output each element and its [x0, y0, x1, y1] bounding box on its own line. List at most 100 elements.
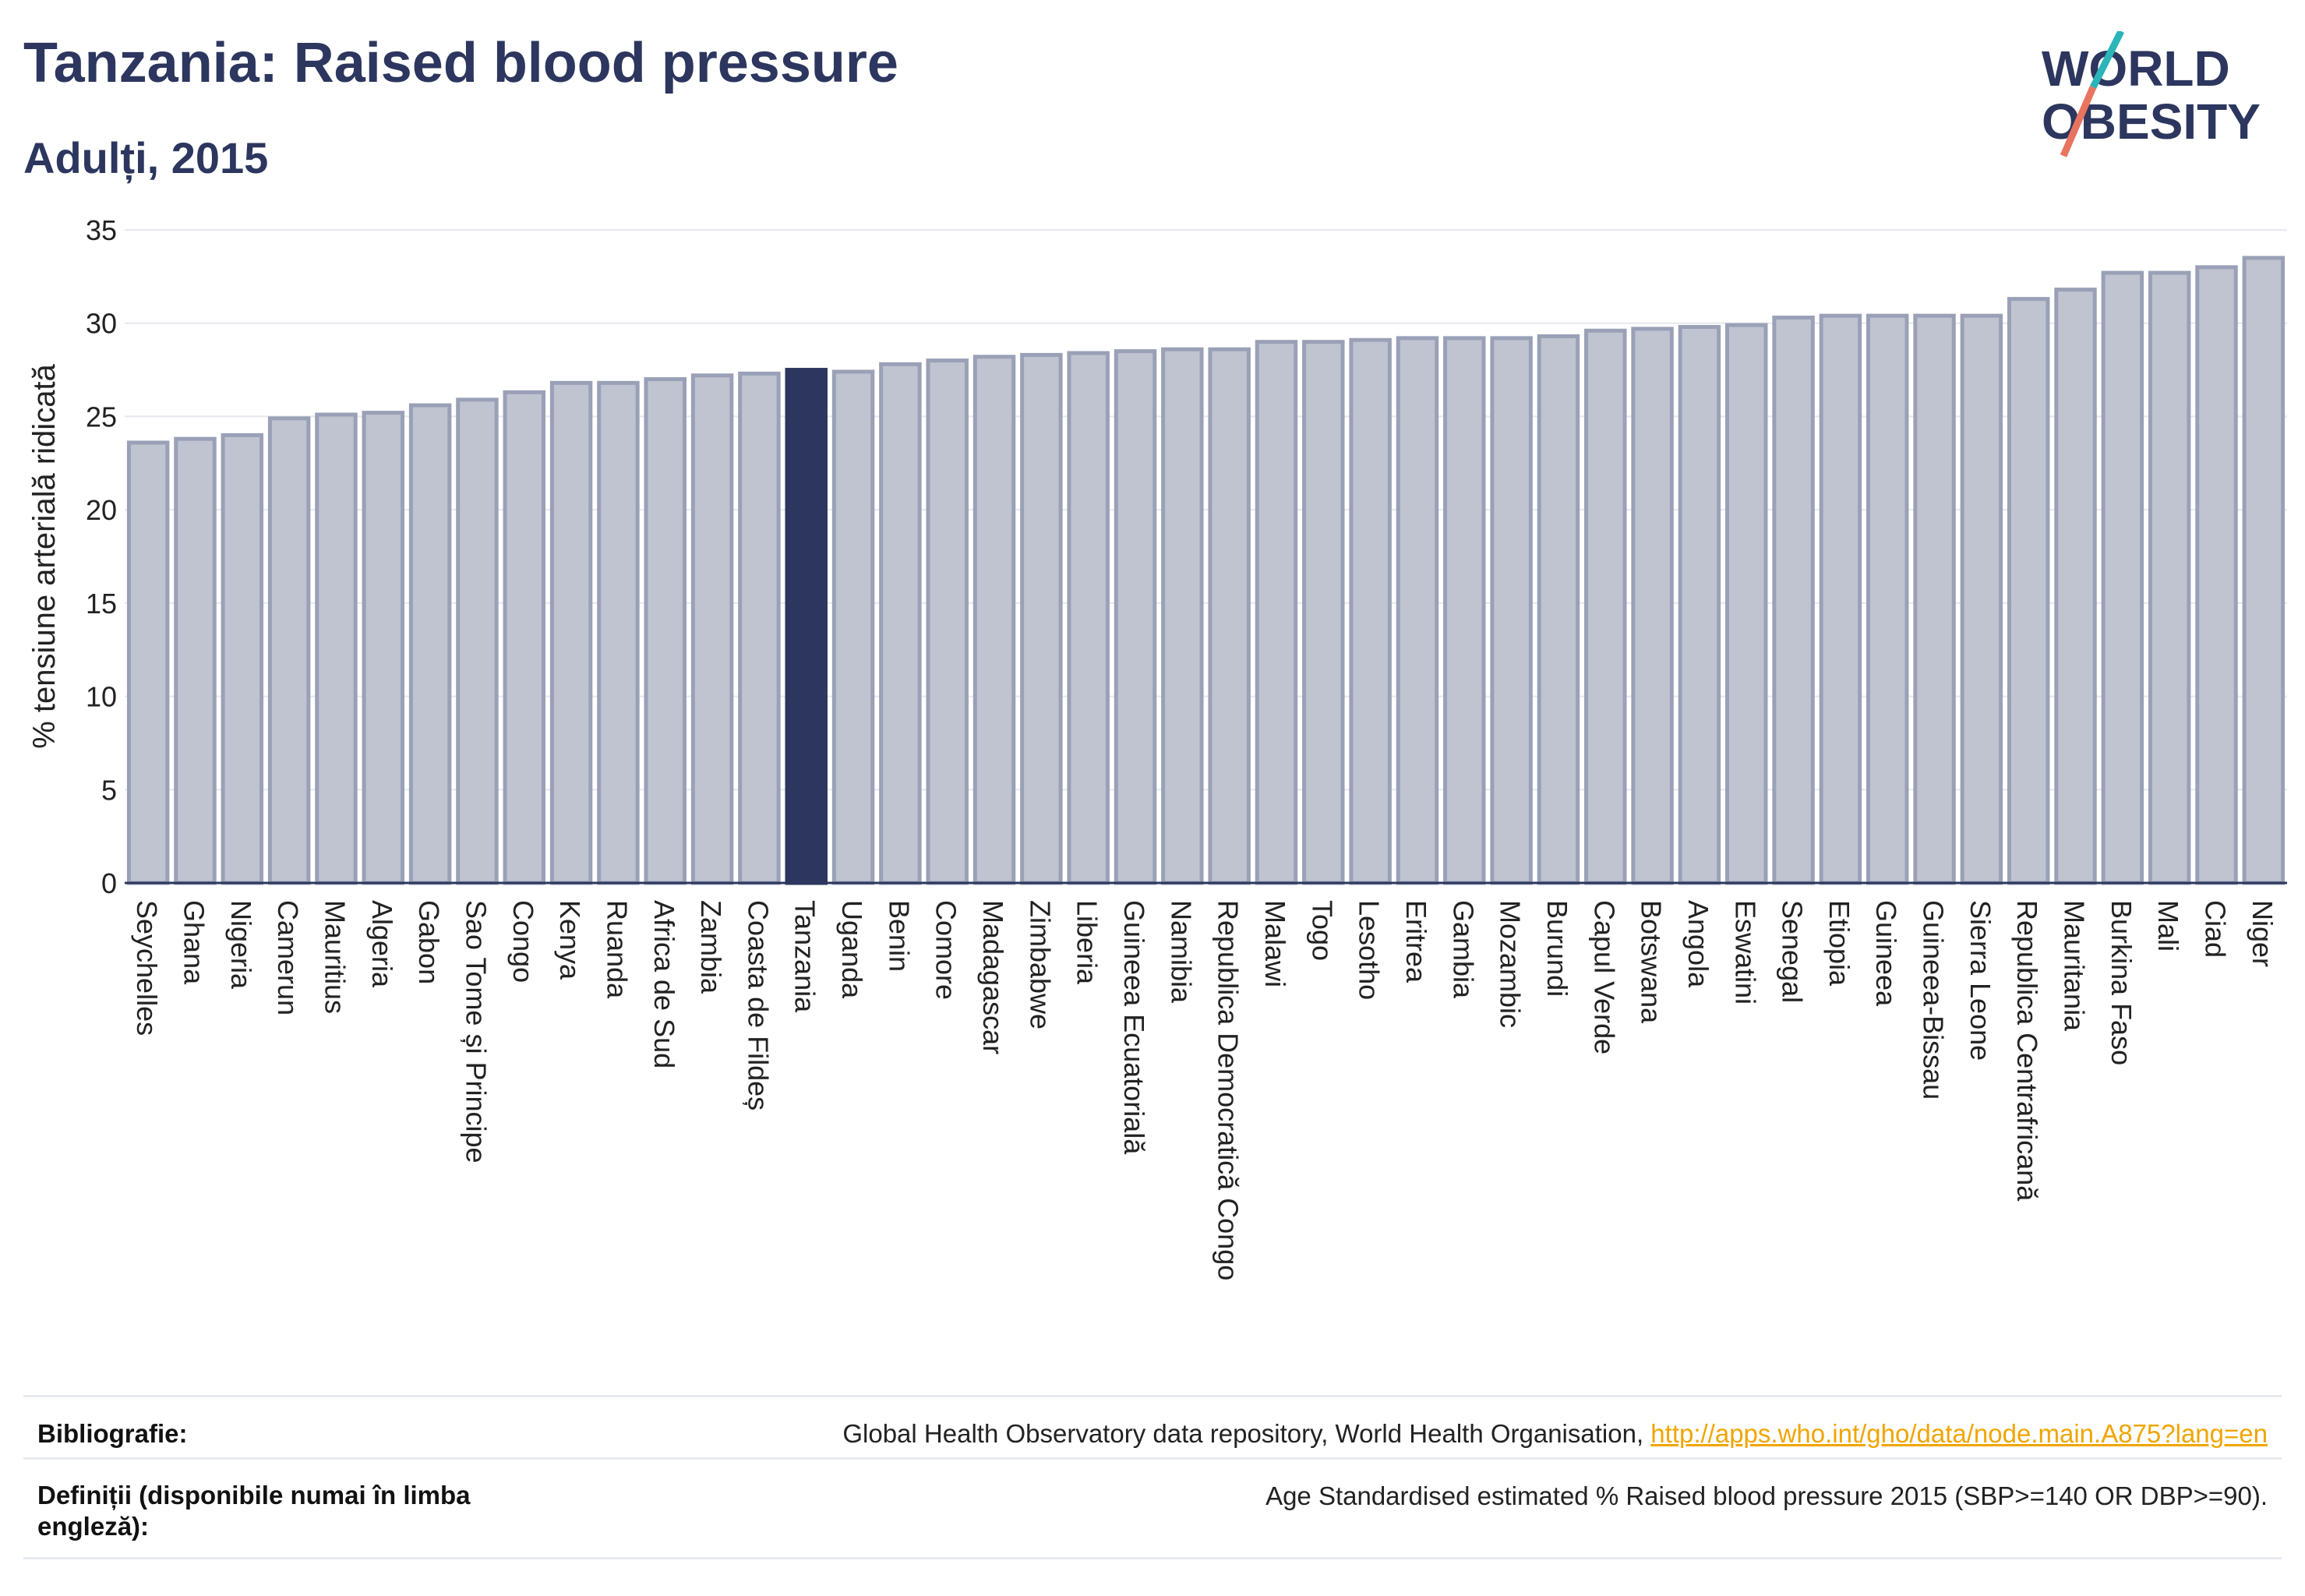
x-tick-label: Comore [930, 900, 962, 1000]
logo-line-1: WORLD [2042, 41, 2230, 97]
bar-namibia [1161, 347, 1204, 885]
bar-capul-verde [1584, 328, 1627, 885]
bibliography-row: Bibliografie: Global Health Observatory … [23, 1395, 2282, 1460]
definitions-label-line-1: Definiții (disponibile numai în limba [37, 1481, 471, 1509]
bar-senegal [1772, 316, 1815, 885]
bar-tanzania [785, 368, 828, 885]
bar-nigeria [221, 433, 264, 885]
bar-camerun [267, 416, 311, 885]
bar-niger [2242, 256, 2286, 885]
bar-guineea-ecuatorială [1114, 349, 1157, 885]
bar-sierra-leone [1960, 313, 2003, 885]
world-obesity-logo: WORLD OBESITY [2042, 31, 2261, 157]
logo-slash-coral [2060, 86, 2097, 157]
y-axis-ticks: 0 5 10 15 20 25 30 35 [86, 214, 117, 899]
bar-ciad [2195, 265, 2238, 885]
bar-benin [879, 362, 922, 885]
x-tick-label: Eritrea [1400, 900, 1432, 983]
bar-mali [2148, 270, 2191, 885]
bar-guineea-bissau [1913, 313, 1956, 885]
x-tick-label: Burkina Faso [2106, 900, 2137, 1065]
x-tick-label: Coasta de Fildeș [742, 900, 774, 1110]
x-tick-label: Camerun [272, 900, 304, 1015]
bar-burkina-faso [2101, 270, 2144, 885]
bar-congo [503, 390, 546, 885]
x-tick-label: Mali [2152, 900, 2184, 952]
bar-republica-centrafricană [2007, 297, 2050, 885]
x-tick-label: Sierra Leone [1964, 900, 1996, 1061]
x-tick-label: Republica Centrafricană [2011, 900, 2043, 1202]
x-tick-label: Gabon [413, 900, 445, 984]
bar-seychelles [126, 440, 170, 885]
bar-zimbabwe [1020, 352, 1063, 885]
bar-botswana [1631, 327, 1674, 885]
x-tick-label: Angola [1682, 900, 1714, 988]
bar-ghana [174, 436, 217, 885]
bar-coasta-de-fildeș [738, 371, 781, 885]
y-tick-label: 25 [86, 401, 117, 433]
bar-kenya [549, 380, 593, 885]
x-tick-label: Namibia [1165, 900, 1197, 1004]
x-tick-label: Kenya [554, 900, 586, 980]
y-tick-label: 5 [101, 774, 117, 806]
x-tick-label: Nigeria [225, 900, 257, 990]
y-tick-label: 35 [86, 214, 117, 246]
bar-comore [926, 358, 969, 885]
bar-lesotho [1349, 337, 1392, 885]
y-tick-label: 20 [86, 494, 117, 526]
x-tick-label: Senegal [1777, 900, 1809, 1003]
x-tick-label: Malawi [1259, 900, 1291, 987]
x-tick-label: Lesotho [1354, 900, 1385, 1000]
x-tick-label: Niger [2247, 900, 2279, 967]
page-subtitle: Adulți, 2015 [23, 133, 269, 182]
x-tick-label: Algeria [366, 900, 398, 988]
x-tick-label: Ruanda [601, 900, 633, 999]
bar-chart: 0 5 10 15 20 25 30 35 Seychelles Ghana Nigeria Cam… [27, 214, 2287, 1280]
x-tick-label: Togo [1306, 900, 1338, 961]
y-tick-label: 10 [86, 681, 117, 713]
bar-burundi [1537, 334, 1580, 885]
bibliography-link[interactable]: http://apps.who.int/gho/data/node.main.A… [1650, 1419, 2268, 1448]
x-tick-label: Burundi [1541, 900, 1573, 997]
bar-gambia [1443, 336, 1486, 885]
x-axis-ticks: Seychelles Ghana Nigeria Camerun Mauritius Al… [131, 900, 2279, 1280]
bibliography-value: Global Health Observatory data repositor… [842, 1419, 2268, 1449]
bar-eswatini [1725, 323, 1768, 885]
x-tick-label: Gambia [1447, 900, 1479, 999]
definitions-label-line-2: engleză): [37, 1512, 150, 1541]
logo-slash-teal [2089, 31, 2125, 90]
x-tick-label: Ghana [178, 900, 210, 985]
x-tick-label: Africa de Sud [648, 900, 680, 1068]
x-tick-label: Liberia [1071, 900, 1103, 985]
definitions-label: Definiții (disponibile numai în limba eng… [37, 1480, 471, 1542]
x-tick-label: Guineea Ecuatorială [1118, 900, 1150, 1155]
x-tick-label: Guineea [1870, 900, 1902, 1007]
bar-liberia [1067, 351, 1110, 885]
bar-algeria [362, 411, 405, 885]
bar-sao-tome-și-principe [456, 397, 499, 885]
page-title: Tanzania: Raised blood pressure [23, 32, 898, 94]
bar-mauritius [315, 412, 358, 885]
definitions-text: Age Standardised estimated % Raised bloo… [1265, 1481, 2268, 1510]
bar-mauritania [2054, 288, 2097, 885]
bar-guineea [1866, 313, 1909, 885]
footer: Bibliografie: Global Health Observatory … [23, 1395, 2282, 1566]
bibliography-label: Bibliografie: [37, 1419, 188, 1448]
definitions-row: Definiții (disponibile numai în limba eng… [23, 1457, 2282, 1559]
x-tick-label: Congo [507, 900, 539, 983]
x-tick-label: Sao Tome și Principe [460, 900, 492, 1163]
x-tick-label: Uganda [836, 900, 868, 999]
x-tick-label: Benin [883, 900, 915, 972]
bar-angola [1678, 325, 1721, 885]
x-tick-label: Etiopia [1823, 900, 1855, 987]
x-tick-label: Zimbabwe [1024, 900, 1056, 1029]
x-tick-label: Botswana [1636, 900, 1668, 1024]
x-tick-label: Tanzania [789, 900, 821, 1013]
x-tick-label: Republica Democratică Congo [1213, 900, 1244, 1280]
bar-zambia [690, 373, 734, 885]
x-tick-label: Capul Verde [1588, 900, 1620, 1054]
y-tick-label: 30 [86, 308, 117, 340]
y-tick-label: 0 [101, 867, 117, 899]
bar-togo [1302, 340, 1345, 885]
bar-ruanda [597, 380, 640, 885]
